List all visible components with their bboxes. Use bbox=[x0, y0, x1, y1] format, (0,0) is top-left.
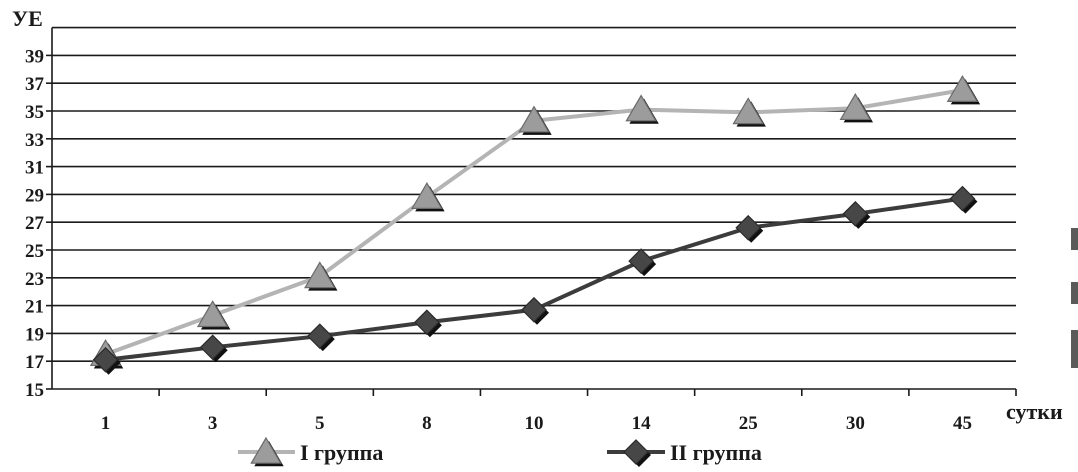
marker-shape bbox=[623, 439, 649, 465]
y-tick-label: 25 bbox=[25, 241, 44, 262]
edge-mark bbox=[1071, 228, 1078, 250]
data-point-diamond bbox=[842, 201, 871, 229]
legend: I группа II группа bbox=[238, 436, 762, 467]
y-tick-label: 17 bbox=[25, 352, 45, 373]
y-tick-label: 27 bbox=[25, 213, 45, 234]
marker-shape bbox=[518, 105, 550, 133]
marker-shape bbox=[839, 93, 872, 121]
x-axis-title: сутки bbox=[1006, 399, 1063, 424]
marker-shape bbox=[92, 346, 119, 373]
data-point-diamond bbox=[628, 248, 657, 277]
data-point-triangle bbox=[196, 300, 231, 330]
y-tick-label: 15 bbox=[25, 380, 44, 401]
edge-fragments bbox=[1071, 228, 1078, 368]
marker-shape bbox=[842, 201, 869, 227]
marker-shape bbox=[946, 74, 979, 102]
axes bbox=[46, 27, 1017, 396]
y-tick-label: 21 bbox=[25, 297, 44, 318]
data-point-diamond bbox=[92, 346, 121, 375]
x-tick-label: 14 bbox=[632, 413, 652, 434]
marker-shape bbox=[250, 436, 282, 464]
data-point-diamond bbox=[199, 334, 228, 363]
marker-shape bbox=[306, 323, 333, 350]
x-tick-label: 8 bbox=[422, 413, 432, 434]
marker-shape bbox=[411, 181, 443, 209]
marker-shape bbox=[199, 334, 226, 361]
marker-shape bbox=[304, 261, 336, 289]
legend-swatch-marker bbox=[250, 436, 284, 467]
marker-shape bbox=[732, 97, 764, 125]
y-tick-label: 31 bbox=[25, 158, 44, 179]
marker-shape bbox=[521, 296, 547, 323]
marker-shape bbox=[628, 248, 654, 274]
y-tick-label: 35 bbox=[25, 102, 44, 123]
data-point-triangle bbox=[946, 74, 981, 105]
data-point-diamond bbox=[735, 214, 764, 243]
data-point-diamond bbox=[306, 323, 335, 352]
y-tick-label: 33 bbox=[25, 130, 44, 151]
marker-shape bbox=[196, 300, 229, 328]
data-point-triangle bbox=[304, 261, 338, 291]
x-tick-label: 3 bbox=[208, 413, 218, 434]
x-tick-label: 45 bbox=[953, 413, 972, 434]
data-point-triangle bbox=[411, 181, 445, 212]
legend-label: II группа bbox=[670, 440, 762, 465]
y-tick-label: 37 bbox=[25, 74, 45, 95]
data-point-triangle bbox=[839, 93, 874, 123]
legend-swatch-marker bbox=[623, 439, 651, 467]
data-point-diamond bbox=[521, 296, 549, 325]
legend-item: II группа bbox=[607, 439, 762, 467]
data-point-triangle bbox=[732, 97, 766, 127]
y-tick-label: 39 bbox=[25, 46, 44, 67]
edge-mark bbox=[1071, 330, 1078, 368]
marker-shape bbox=[414, 309, 440, 336]
data-point-diamond bbox=[414, 309, 442, 338]
series-markers bbox=[89, 74, 981, 375]
y-tick-label: 23 bbox=[25, 269, 44, 290]
x-tick-label: 30 bbox=[846, 413, 865, 434]
x-tick-label: 10 bbox=[525, 413, 544, 434]
x-tick-label: 1 bbox=[101, 413, 111, 434]
edge-mark bbox=[1071, 282, 1078, 304]
x-tick-label: 5 bbox=[315, 413, 325, 434]
marker-shape bbox=[735, 214, 762, 241]
legend-item: I группа bbox=[238, 436, 383, 467]
y-tick-label: 19 bbox=[25, 324, 44, 345]
y-tick-label: 29 bbox=[25, 185, 44, 206]
x-tick-label: 25 bbox=[739, 413, 758, 434]
data-point-diamond bbox=[949, 185, 978, 214]
y-axis-title: УЕ bbox=[12, 6, 43, 31]
data-point-triangle bbox=[625, 94, 659, 124]
marker-shape bbox=[949, 185, 976, 212]
data-point-triangle bbox=[518, 105, 552, 135]
marker-shape bbox=[625, 94, 657, 122]
legend-label: I группа bbox=[300, 440, 383, 465]
